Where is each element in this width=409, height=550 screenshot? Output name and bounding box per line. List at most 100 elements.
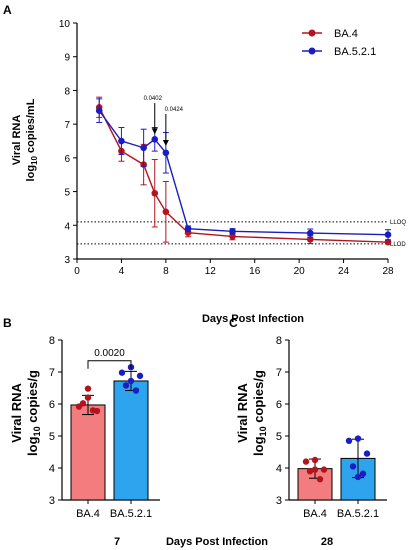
panel-a-ytick-label: 10 [59,19,71,30]
panel-c-ytick-label: 7 [276,367,282,379]
panel-b-point [79,400,87,407]
panel-b-point [127,377,135,385]
panel-a-legend: BA.4 BA.5.2.1 [302,28,376,58]
panel-a-ytick-label: 7 [64,120,70,131]
panel-b-letter: B [3,316,12,330]
panel-a-ytick-label: 8 [64,86,70,97]
panel-b-point [136,372,144,380]
panel-b-bar-0 [70,404,106,501]
panel-a-annotation-arrowhead [162,140,169,147]
panel-a-ylabel-line1: Viral RNA [11,115,23,166]
panel-b-point [118,369,126,376]
panel-a-point [162,149,170,157]
panel-b-point [122,382,130,389]
panel-a-ylabel: Viral RNA log10 copies/mL [11,98,39,181]
panel-a-annotation-arrowhead [151,128,158,135]
legend-ba521-label: BA.5.2.1 [334,46,376,58]
panel-a-letter: A [3,3,12,17]
panel-b-ylabel-line2: log10 copies/g [25,370,42,456]
legend-ba4-marker [308,29,316,37]
panel-c-ytick-label: 4 [276,463,282,475]
panel-a-ytick-label: 9 [64,53,70,64]
panel-c-point [363,450,371,457]
panel-c-point [316,476,324,483]
panel-c-point [345,437,353,444]
panel-b-pvalue: 0.0020 [94,348,125,359]
panel-a-ytick-label: 4 [64,221,70,232]
panel-b-ytick-label: 6 [49,399,55,411]
panel-c-point [354,473,362,481]
panel-a-xtick-label: 0 [74,266,80,277]
panel-a-point [306,229,314,237]
legend-ba521-marker [308,47,316,55]
panel-a-ylabel-line2: log10 copies/mL [25,98,39,181]
panel-b-point [89,407,97,414]
panel-a-point [118,137,125,145]
panel-a-xtick-label: 20 [294,266,306,277]
panel-c-ytick-label: 5 [276,431,282,443]
panel-b-point [132,387,140,394]
panel-a-point [306,236,314,243]
panel-c-point [311,456,319,464]
panel-a-ref-label-lloq: LLOQ [390,220,406,226]
panel-b-ylabel-line1: Viral RNA [9,383,24,443]
panel-c-plot: 3 4 5 6 7 8 BA.4 BA.5.2.1 [276,335,387,520]
panel-a-plot: 3 4 5 6 7 8 9 10 0 4 8 12 16 20 24 28 LLOQ LLOD 0.04020.04… [59,19,406,277]
panel-b-bar-1 [113,380,149,501]
panel-a-point [151,189,159,197]
panel-b-ytick-label: 7 [49,367,55,379]
panel-a-ytick-label: 3 [64,255,70,266]
panel-a-xtick-label: 28 [382,266,394,277]
panel-b-point [84,385,92,392]
panel-c-point [311,466,319,473]
panel-a-xtick-label: 24 [338,266,350,277]
panel-c-category-label: BA.5.2.1 [337,508,379,520]
panel-a-point [184,225,192,232]
panel-b-plot: 3 4 5 6 7 8 BA.4 BA.5.2.1 0.0020 [49,335,160,520]
panel-b-category-label: BA.5.2.1 [110,508,152,520]
panel-b-ytick-label: 5 [49,431,55,443]
panel-c-point [306,468,314,475]
panel-c-point [302,458,310,465]
panel-a-xtick-label: 16 [249,266,261,277]
panel-b-ytick-label: 8 [49,335,55,347]
panel-c-point [349,463,357,470]
panel-c-ylabel-line1: Viral RNA [235,383,250,443]
panel-b-point [84,394,92,401]
panel-a-xlabel: Days Post Infection [202,313,304,325]
panel-c-point [354,435,362,442]
panel-a-point [229,228,236,235]
panel-a-point [229,233,236,240]
panel-c-day-label: 28 [321,536,333,548]
panel-c-ytick-label: 3 [276,495,282,507]
panel-a-ref-label-llod: LLOD [390,242,406,248]
panel-a-point [384,238,392,246]
panel-a-xtick-label: 12 [205,266,217,277]
panel-a-series-line-0 [98,106,389,243]
panel-a-pvalue-annotation: 0.0424 [165,107,184,113]
panel-c-ytick-label: 6 [276,399,282,411]
panel-a-ytick-label: 5 [64,188,70,199]
panel-b-category-label: BA.4 [76,508,100,520]
panel-a-point [151,136,159,143]
panel-b-ytick-label: 4 [49,463,55,475]
panel-a-point [162,208,170,216]
legend-ba4-label: BA.4 [334,28,358,40]
panel-b-day-label: 7 [114,536,120,548]
panel-a-xtick-label: 4 [119,266,125,277]
panel-a-xtick-label: 8 [163,266,169,277]
panel-a-ytick-label: 6 [64,154,70,165]
panel-a-point [95,107,103,114]
panel-a-pvalue-annotation: 0.0402 [144,96,163,102]
panel-a-point [140,144,147,152]
panel-c-ylabel-line2: log10 copies/g [251,370,268,456]
bottom-xlabel: Days Post Infection [166,536,268,548]
panel-b-significance-bracket [87,360,132,369]
panel-c-letter: C [229,316,238,330]
panel-c-category-label: BA.4 [303,508,327,520]
panel-c-point [320,466,328,473]
panel-c-ytick-label: 8 [276,335,282,347]
panel-c-point [359,470,367,477]
panel-b-ytick-label: 3 [49,495,55,507]
